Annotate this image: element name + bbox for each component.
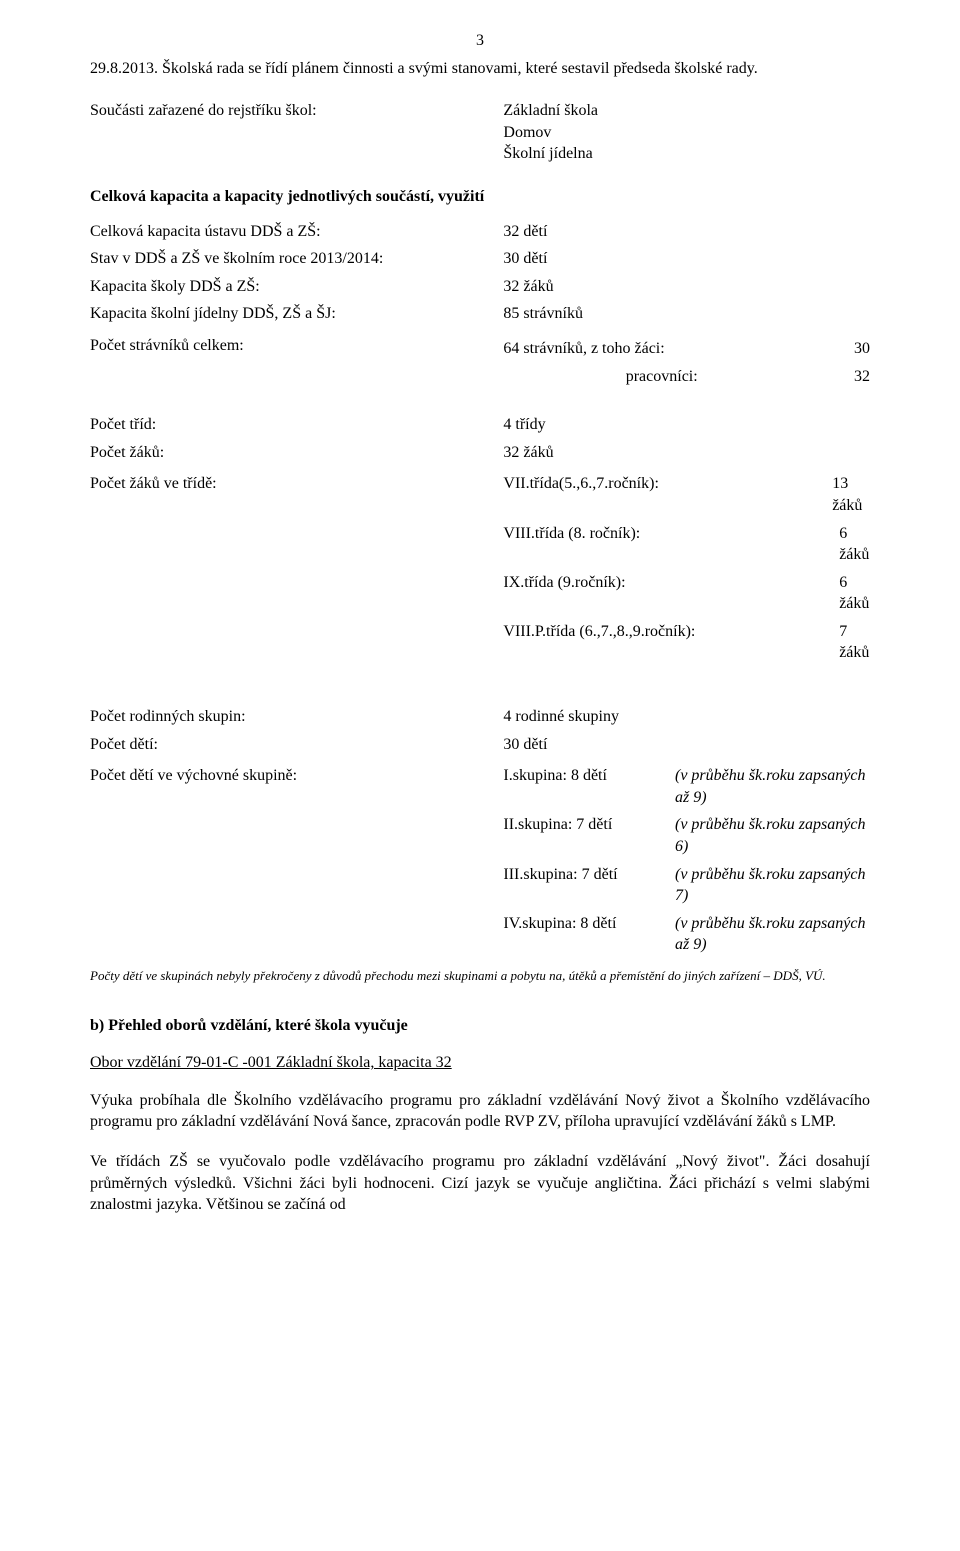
- row-label: Počet žáků ve třídě:: [90, 470, 503, 519]
- row-label: Počet rodinných skupin:: [90, 703, 503, 731]
- skupina-name: IV.skupina: 8 dětí: [503, 910, 675, 959]
- row-label: Kapacita školní jídelny DDŠ, ZŠ a ŠJ:: [90, 300, 503, 328]
- skupina-note: (v průběhu šk.roku zapsaných 6): [675, 816, 865, 855]
- stravnici-num: 30: [698, 335, 870, 363]
- soucasti-label: Součásti zařazené do rejstříku škol:: [90, 97, 503, 168]
- row-value: 32 žáků: [503, 439, 870, 467]
- skupina-note: (v průběhu šk.roku zapsaných až 9): [675, 767, 865, 806]
- trida-val: 6 žáků: [784, 520, 870, 569]
- section-b-para2: Ve třídách ZŠ se vyučovalo podle vzděláv…: [90, 1151, 870, 1216]
- rodinne-skupiny-rows: Počet rodinných skupin: 4 rodinné skupin…: [90, 703, 870, 758]
- row-label: Počet dětí:: [90, 731, 503, 759]
- trida-name: VII.třída(5.,6.,7.ročník):: [503, 470, 784, 519]
- kapacita-rows: Celková kapacita ústavu DDŠ a ZŠ: 32 dět…: [90, 218, 870, 328]
- trida-name: IX.třída (9.ročník):: [503, 569, 784, 618]
- footnote: Počty dětí ve skupinách nebyly překročen…: [90, 967, 870, 985]
- section-b-para1: Výuka probíhala dle Školního vzdělávacíh…: [90, 1090, 870, 1133]
- row-value: 32 žáků: [503, 273, 870, 301]
- stravnici-label: Počet strávníků celkem:: [90, 332, 503, 393]
- row-value: 4 třídy: [503, 411, 870, 439]
- row-label: Celková kapacita ústavu DDŠ a ZŠ:: [90, 218, 503, 246]
- trida-name: VIII.P.třída (6.,7.,8.,9.ročník):: [503, 618, 784, 667]
- row-label: Kapacita školy DDŠ a ZŠ:: [90, 273, 503, 301]
- row-value: 30 dětí: [503, 731, 870, 759]
- trida-val: 13 žáků: [784, 470, 870, 519]
- soucasti-item: Školní jídelna: [503, 143, 870, 165]
- row-label: Počet dětí ve výchovné skupině:: [90, 762, 503, 811]
- trida-val: 7 žáků: [784, 618, 870, 667]
- stravnici-text: 64 strávníků, z toho žáci:: [503, 335, 697, 363]
- stravnici-row: Počet strávníků celkem: 64 strávníků, z …: [90, 332, 870, 393]
- skupina-name: I.skupina: 8 dětí: [503, 762, 675, 811]
- skupina-name: II.skupina: 7 dětí: [503, 811, 675, 860]
- row-label: Počet žáků:: [90, 439, 503, 467]
- skupina-note: (v průběhu šk.roku zapsaných až 9): [675, 915, 865, 954]
- row-value: 32 dětí: [503, 218, 870, 246]
- stravnici-text: pracovníci:: [503, 363, 697, 391]
- obor-line: Obor vzdělání 79-01-C -001 Základní škol…: [90, 1052, 870, 1074]
- pocettrid-row: Počet tříd: 4 třídy Počet žáků: 32 žáků: [90, 411, 870, 466]
- zaci-ve-tride-table: Počet žáků ve třídě: VII.třída(5.,6.,7.r…: [90, 470, 870, 667]
- soucasti-item: Základní škola: [503, 100, 870, 122]
- soucasti-table: Součásti zařazené do rejstříku škol: Zák…: [90, 97, 870, 168]
- row-label: Počet tříd:: [90, 411, 503, 439]
- page-number: 3: [90, 30, 870, 52]
- row-value: 4 rodinné skupiny: [503, 703, 870, 731]
- deti-ve-skupine-table: Počet dětí ve výchovné skupině: I.skupin…: [90, 762, 870, 959]
- section-b-heading: b) Přehled oborů vzdělání, které škola v…: [90, 1015, 870, 1037]
- stravnici-num: 32: [698, 363, 870, 391]
- trida-name: VIII.třída (8. ročník):: [503, 520, 784, 569]
- intro-paragraph: 29.8.2013. Školská rada se řídí plánem č…: [90, 58, 870, 80]
- row-value: 85 strávníků: [503, 300, 870, 328]
- trida-val: 6 žáků: [784, 569, 870, 618]
- soucasti-item: Domov: [503, 122, 870, 144]
- row-value: 30 dětí: [503, 245, 870, 273]
- skupina-name: III.skupina: 7 dětí: [503, 861, 675, 910]
- skupina-note: (v průběhu šk.roku zapsaných 7): [675, 866, 865, 905]
- kapacita-heading: Celková kapacita a kapacity jednotlivých…: [90, 186, 870, 208]
- row-label: Stav v DDŠ a ZŠ ve školním roce 2013/201…: [90, 245, 503, 273]
